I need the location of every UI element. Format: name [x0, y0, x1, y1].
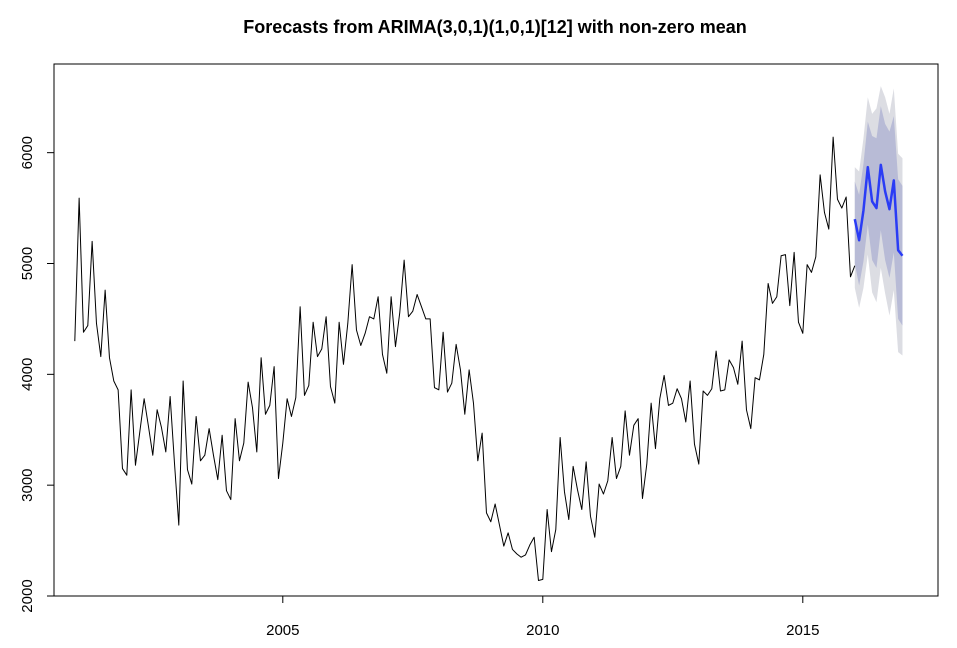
- x-axis: 2005 2010 2015: [266, 595, 819, 639]
- x-tick-label: 2005: [266, 622, 299, 639]
- y-tick-label: 4000: [19, 358, 36, 391]
- chart-title: Forecasts from ARIMA(3,0,1)(1,0,1)[12] w…: [243, 17, 746, 37]
- history-series-line: [74, 136, 856, 581]
- history-layer: [74, 136, 856, 581]
- plot-frame: [53, 63, 939, 597]
- band-80-layer: [854, 106, 903, 326]
- x-tick-label: 2015: [786, 622, 819, 639]
- y-tick-label: 6000: [19, 136, 36, 169]
- y-tick-label: 2000: [19, 579, 36, 612]
- forecast-layer: [853, 163, 904, 257]
- y-tick-label: 5000: [19, 247, 36, 280]
- y-axis: 2000 3000 4000 5000 6000: [19, 136, 55, 613]
- band-80: [854, 106, 903, 326]
- x-tick-label: 2010: [526, 622, 559, 639]
- forecast-mean-line: [853, 163, 904, 257]
- y-tick-label: 3000: [19, 468, 36, 501]
